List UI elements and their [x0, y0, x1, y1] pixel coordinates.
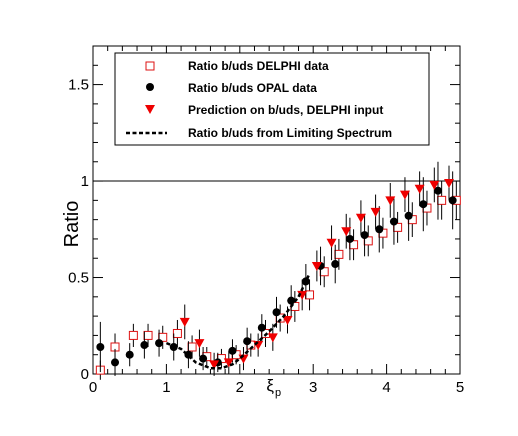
legend-label-limiting-spectrum: Ratio b/uds from Limiting Spectrum — [188, 126, 392, 140]
opal-point — [272, 308, 281, 317]
legend-label-prediction: Prediction on b/uds, DELPHI input — [188, 103, 383, 117]
opal-point — [360, 231, 369, 240]
legend-marker-delphi — [145, 61, 155, 71]
delphi-point — [437, 195, 447, 205]
opal-point — [389, 217, 398, 226]
y-axis-label: Ratio — [61, 201, 83, 248]
x-tick-label: 2 — [236, 379, 244, 396]
opal-point — [375, 225, 384, 234]
opal-point — [125, 350, 134, 359]
opal-point — [331, 260, 340, 269]
x-tick-label: 5 — [456, 379, 464, 396]
prediction-point — [385, 196, 396, 206]
opal-point — [155, 339, 164, 348]
y-tick-label: 0 — [81, 366, 89, 383]
delphi-point — [128, 330, 138, 340]
axis-ticks: 0 1 2 3 4 5 0 0.5 1 1.5 — [68, 45, 464, 396]
prediction-point — [209, 360, 220, 370]
y-tick-label: 1 — [81, 173, 89, 190]
x-axis-label: ξ — [266, 376, 274, 395]
prediction-point — [355, 213, 366, 223]
legend-box — [114, 52, 430, 146]
prediction-point — [311, 261, 322, 271]
opal-point — [287, 296, 296, 305]
opal-point — [419, 200, 428, 209]
prediction-point — [179, 317, 190, 327]
x-tick-label: 3 — [309, 379, 317, 396]
prediction-point — [399, 190, 410, 200]
opal-point — [96, 342, 105, 351]
opal-point — [199, 354, 208, 363]
y-tick-label: 0.5 — [68, 270, 89, 287]
series-2 — [179, 165, 454, 376]
legend: Ratio b/uds DELPHI data Ratio b/uds OPAL… — [114, 52, 430, 146]
opal-point — [257, 323, 266, 332]
prediction-point — [443, 178, 454, 188]
plot-frame — [92, 45, 461, 375]
delphi-point — [172, 328, 182, 338]
x-tick-label: 1 — [162, 379, 170, 396]
opal-point — [228, 346, 237, 355]
prediction-point — [223, 358, 234, 368]
prediction-point — [429, 180, 440, 190]
legend-marker-prediction — [145, 105, 155, 114]
prediction-point — [326, 238, 337, 248]
series-0 — [95, 181, 461, 380]
opal-point — [448, 196, 457, 205]
delphi-point — [187, 342, 197, 352]
opal-point — [345, 234, 354, 243]
delphi-point — [334, 249, 344, 259]
y-tick-label: 1.5 — [68, 77, 89, 94]
data-series — [95, 161, 461, 380]
prediction-point — [282, 315, 293, 325]
prediction-point — [414, 184, 425, 194]
delphi-point — [143, 330, 153, 340]
series-1 — [96, 161, 457, 376]
legend-marker-opal — [146, 83, 154, 91]
opal-point — [111, 358, 120, 367]
legend-label-opal: Ratio b/uds OPAL data — [188, 81, 317, 95]
limiting-spectrum-line — [165, 273, 311, 370]
opal-point — [433, 186, 442, 195]
x-tick-label: 4 — [382, 379, 390, 396]
opal-point — [243, 337, 252, 346]
series-3 — [165, 273, 311, 370]
delphi-point — [305, 290, 315, 300]
prediction-point — [267, 333, 278, 343]
opal-point — [140, 341, 149, 350]
x-axis-label-subscript: p — [275, 387, 281, 399]
opal-point — [404, 211, 413, 220]
legend-label-delphi: Ratio b/uds DELPHI data — [188, 59, 329, 73]
prediction-point — [194, 339, 205, 349]
x-tick-label: 0 — [89, 379, 97, 396]
prediction-point — [370, 207, 381, 217]
prediction-point — [341, 227, 352, 237]
